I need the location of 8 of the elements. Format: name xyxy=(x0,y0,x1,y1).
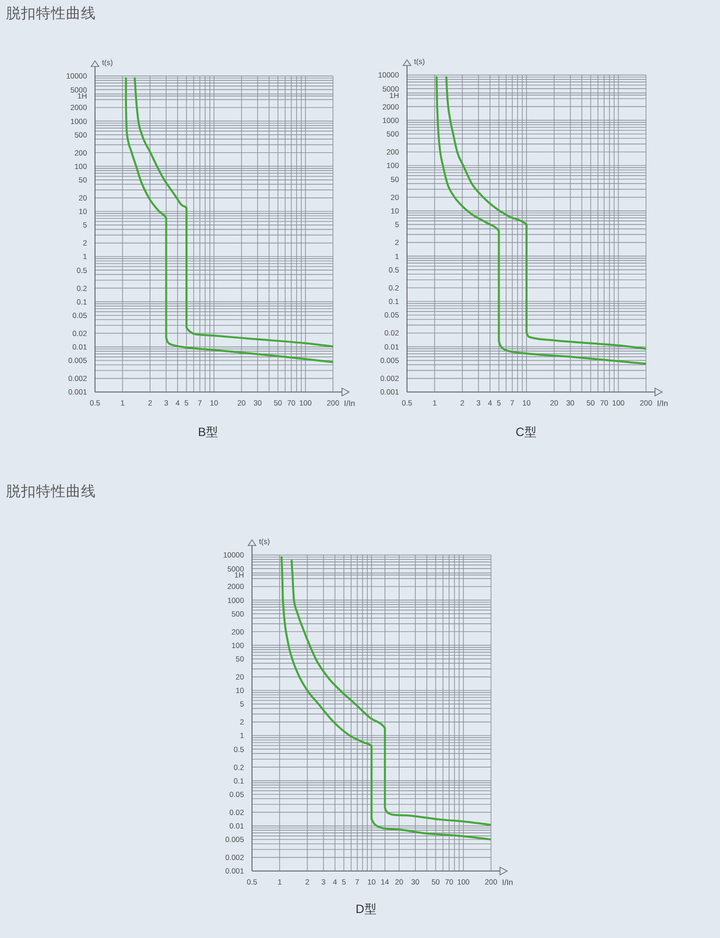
x-axis-title: I/In xyxy=(344,399,356,408)
text: 脱扣特性曲线 xyxy=(6,484,96,500)
text: B型 xyxy=(198,425,218,439)
x-axis-title: I/In xyxy=(502,878,514,887)
text: D型 xyxy=(356,902,376,916)
x-axis-title: I/In xyxy=(657,399,668,408)
text: C型 xyxy=(516,425,536,439)
text: 脱扣特性曲线 xyxy=(6,6,96,22)
